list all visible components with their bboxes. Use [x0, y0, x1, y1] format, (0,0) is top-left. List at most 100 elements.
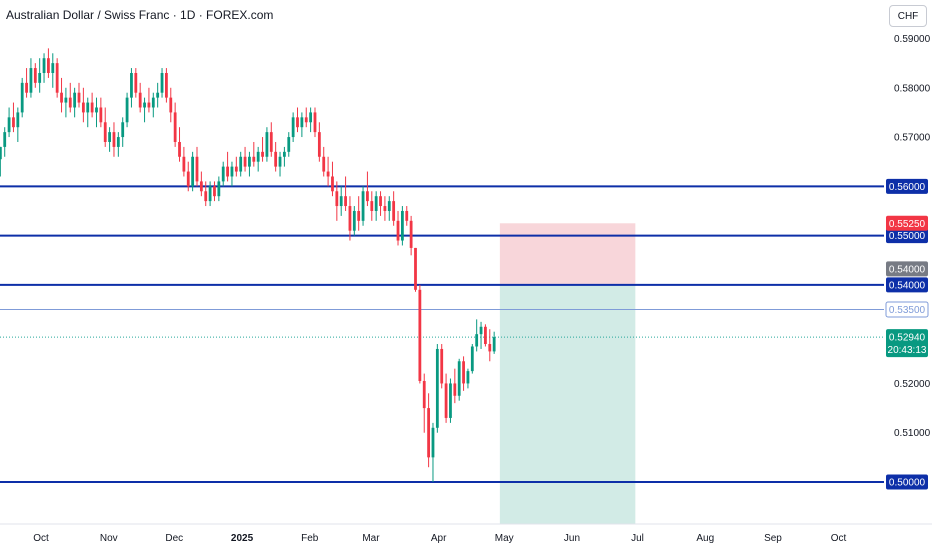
candle-body [0, 146, 2, 160]
candle-body [392, 201, 396, 221]
candle [462, 356, 465, 391]
candle [313, 107, 317, 138]
candle [103, 107, 107, 147]
candle [16, 107, 20, 142]
candle-body [488, 344, 492, 352]
candle [86, 97, 90, 128]
candle [317, 122, 321, 162]
candle [396, 210, 400, 246]
candle [366, 171, 369, 207]
price-labels: 0.56000 0.55000 0.54000 0.53500 0.50000 0.552… [885, 178, 929, 490]
candle-body [151, 97, 155, 108]
candle [7, 107, 11, 138]
candle-body [400, 210, 404, 241]
candle-body [352, 210, 356, 231]
level-price-tag-bg [886, 277, 928, 293]
candle-body [169, 97, 173, 113]
candle-body [331, 176, 334, 192]
x-tick-label: Jul [631, 533, 644, 544]
candle-body [38, 72, 42, 83]
candle-body [90, 102, 94, 113]
candle [125, 92, 129, 128]
candle [422, 373, 426, 433]
candle-body [309, 112, 313, 123]
candle-body [182, 156, 186, 172]
candle [234, 156, 238, 177]
candle [309, 107, 313, 133]
candle-body [99, 107, 103, 123]
candle-body [213, 186, 216, 197]
level-price-tag-bg [886, 178, 928, 194]
candle-body [366, 191, 369, 202]
candle-body [147, 102, 151, 108]
horizontal-levels[interactable] [0, 185, 884, 483]
level-price-tag: 0.55000 [886, 228, 928, 244]
candle [304, 107, 308, 128]
candle-body [339, 196, 343, 207]
x-tick-label: Dec [165, 533, 183, 544]
candle-body [68, 97, 72, 108]
candle-body [304, 117, 308, 123]
candle-body [186, 171, 190, 187]
candle [374, 191, 378, 221]
candle-body [230, 166, 234, 177]
candle [108, 127, 111, 152]
candle [265, 127, 269, 162]
candle-body [20, 82, 24, 113]
time-axis[interactable]: Oct Nov Dec 2025 Feb Mar Apr May Jun Jul Aug Sep Oct [0, 523, 932, 544]
candle-body [326, 171, 330, 177]
candle [470, 344, 474, 374]
candle-body [462, 361, 465, 384]
candle-body [317, 132, 321, 157]
candle [243, 146, 247, 172]
candle-body [475, 334, 479, 347]
candle [256, 146, 260, 172]
candle-body [457, 361, 461, 396]
candle-countdown: 20:43:13 [888, 345, 927, 356]
candle [169, 87, 173, 123]
candle-body [261, 151, 264, 157]
candle [457, 358, 461, 401]
candle-body [138, 92, 142, 108]
candle [475, 319, 479, 352]
candle-body [449, 383, 452, 418]
level-price-tag: 0.53500 [885, 301, 929, 318]
candle [182, 146, 186, 177]
candle-body [25, 82, 28, 93]
y-tick-label: 0.52000 [894, 379, 931, 390]
candle [492, 331, 496, 354]
candle-body [431, 427, 435, 458]
candle-body [77, 92, 81, 103]
candle [151, 92, 155, 118]
candle [42, 53, 46, 83]
currency-selector[interactable]: CHF [889, 5, 927, 27]
candle [112, 122, 116, 157]
candle [331, 161, 334, 197]
candle [165, 68, 168, 103]
candle-body [29, 68, 33, 93]
candle-body [466, 371, 470, 384]
candle [77, 82, 81, 108]
candle [60, 77, 63, 113]
candle [186, 161, 190, 192]
candle [291, 112, 295, 142]
candle-body [387, 201, 391, 211]
candle [195, 146, 199, 187]
candle [278, 151, 282, 177]
candle-body [156, 92, 160, 98]
candle-body [60, 92, 63, 103]
candle-body [470, 346, 474, 372]
candle [121, 117, 125, 147]
x-tick-label: Nov [100, 533, 118, 544]
candle [352, 206, 356, 236]
candle [348, 196, 352, 241]
candle [116, 132, 120, 157]
candle [383, 196, 387, 221]
level-price-tag-text: 0.50000 [889, 478, 926, 489]
candle [488, 329, 492, 362]
candle-body [409, 220, 413, 248]
candle-body [374, 196, 378, 211]
candle-body [64, 97, 68, 103]
candle-body [12, 117, 15, 128]
